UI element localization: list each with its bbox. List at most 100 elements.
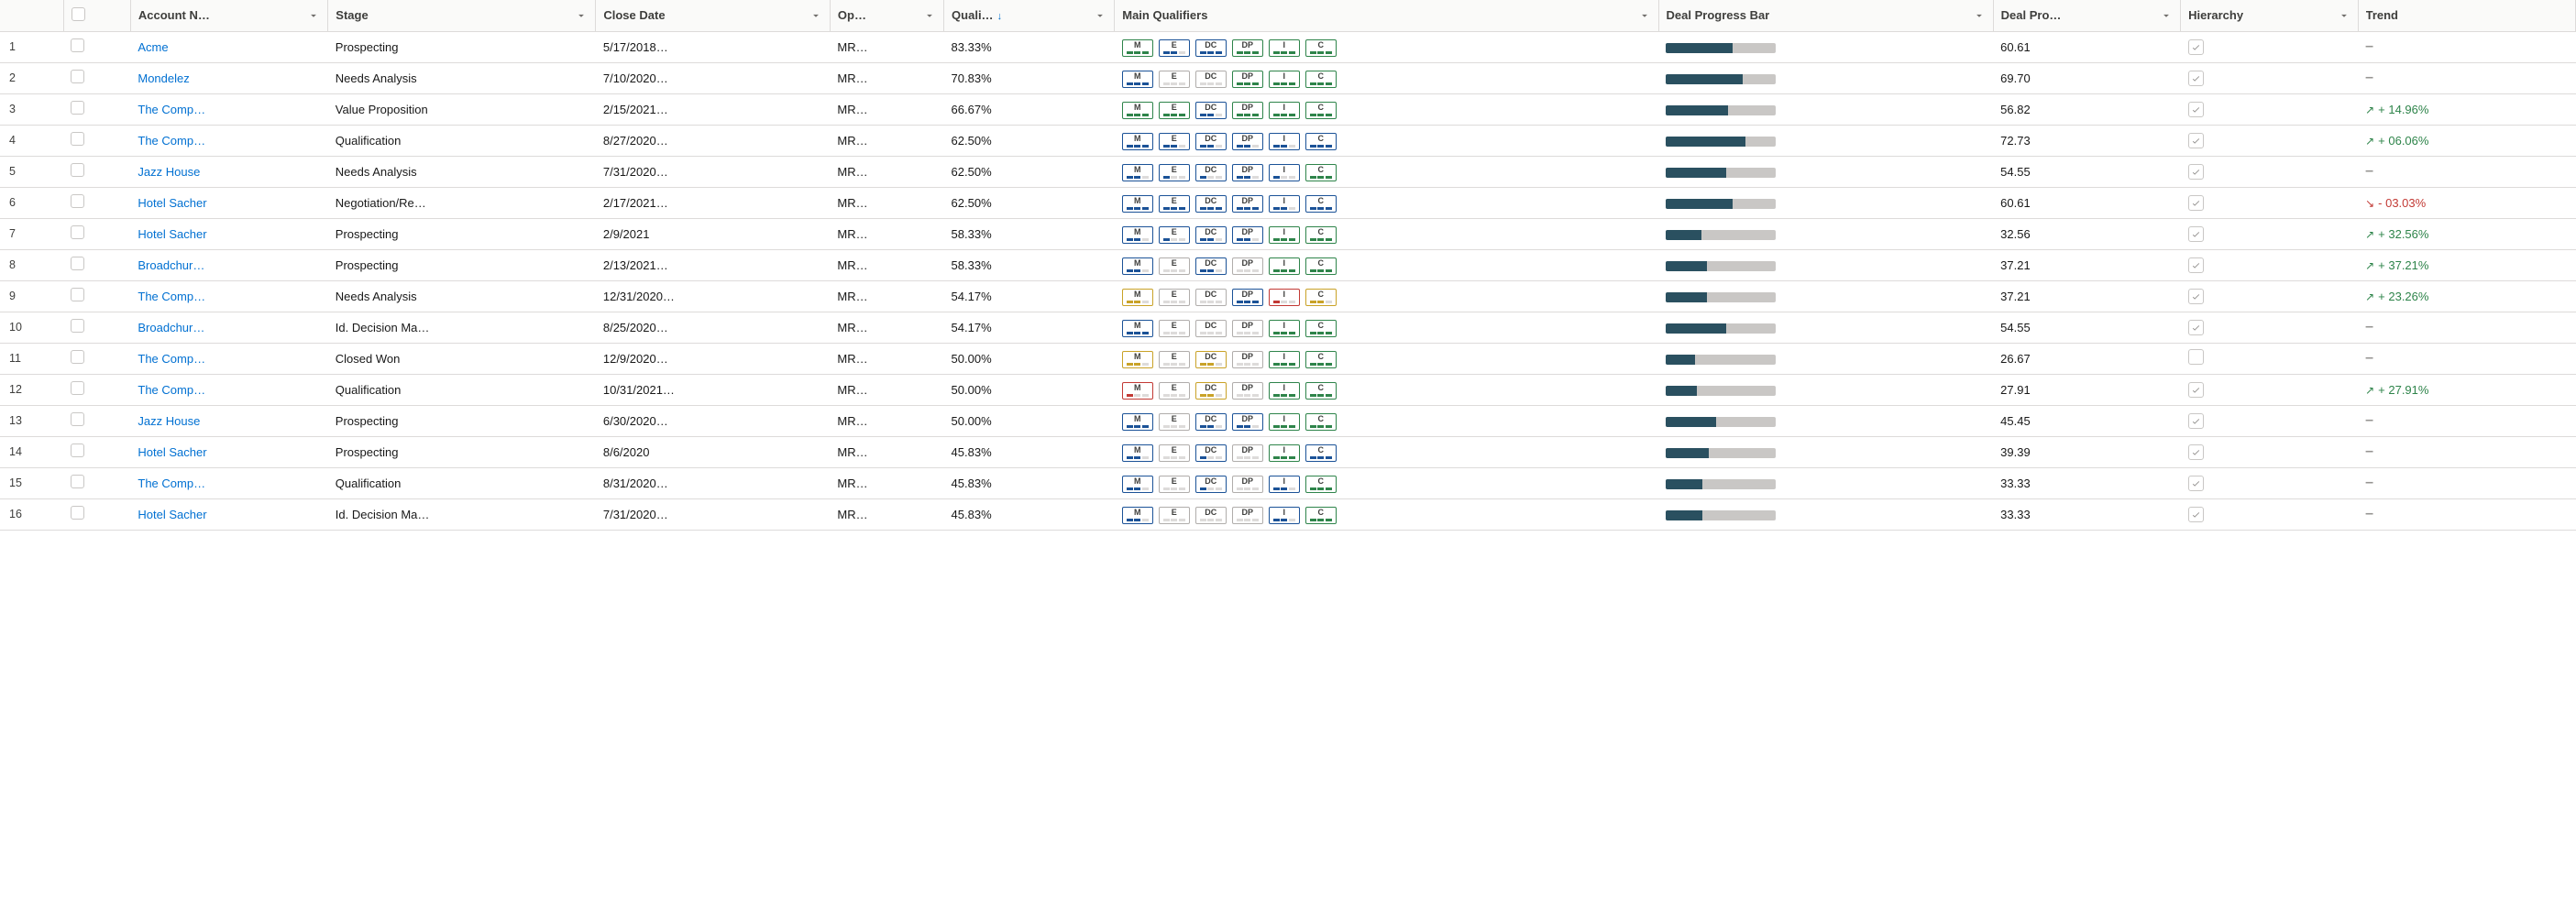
qualifier-pill-dc[interactable]: DC (1195, 507, 1227, 524)
qualifier-pill-e[interactable]: E (1159, 476, 1190, 493)
account-link[interactable]: The Comp… (138, 383, 205, 397)
qualifier-pill-i[interactable]: I (1269, 289, 1300, 306)
account-link[interactable]: The Comp… (138, 134, 205, 148)
qualifier-pill-e[interactable]: E (1159, 507, 1190, 524)
hierarchy-checkbox[interactable] (2188, 102, 2204, 117)
qualifier-pill-dc[interactable]: DC (1195, 382, 1227, 400)
row-checkbox[interactable] (71, 381, 84, 395)
row-checkbox[interactable] (71, 132, 84, 146)
hierarchy-checkbox[interactable] (2188, 413, 2204, 429)
qualifier-pill-c[interactable]: C (1305, 289, 1337, 306)
qualifier-pill-e[interactable]: E (1159, 382, 1190, 400)
qualifier-pill-dc[interactable]: DC (1195, 71, 1227, 88)
row-checkbox-cell[interactable] (63, 249, 130, 280)
hierarchy-checkbox[interactable] (2188, 507, 2204, 522)
chevron-down-icon[interactable] (809, 9, 822, 22)
qualifier-pill-dc[interactable]: DC (1195, 226, 1227, 244)
qualifier-pill-e[interactable]: E (1159, 164, 1190, 181)
col-header-stage[interactable]: Stage (328, 0, 596, 31)
qualifier-pill-i[interactable]: I (1269, 164, 1300, 181)
qualifier-pill-i[interactable]: I (1269, 226, 1300, 244)
qualifier-pill-m[interactable]: M (1122, 289, 1153, 306)
qualifier-pill-i[interactable]: I (1269, 102, 1300, 119)
qualifier-pill-m[interactable]: M (1122, 102, 1153, 119)
qualifier-pill-dc[interactable]: DC (1195, 195, 1227, 213)
qualifier-pill-m[interactable]: M (1122, 71, 1153, 88)
qualifier-pill-c[interactable]: C (1305, 507, 1337, 524)
qualifier-pill-e[interactable]: E (1159, 351, 1190, 368)
chevron-down-icon[interactable] (2160, 9, 2173, 22)
row-checkbox[interactable] (71, 101, 84, 115)
qualifier-pill-e[interactable]: E (1159, 320, 1190, 337)
row-checkbox-cell[interactable] (63, 93, 130, 125)
qualifier-pill-dp[interactable]: DP (1232, 102, 1263, 119)
qualifier-pill-c[interactable]: C (1305, 226, 1337, 244)
qualifier-pill-dc[interactable]: DC (1195, 39, 1227, 57)
qualifier-pill-dc[interactable]: DC (1195, 133, 1227, 150)
qualifier-pill-m[interactable]: M (1122, 226, 1153, 244)
qualifier-pill-m[interactable]: M (1122, 382, 1153, 400)
qualifier-pill-dp[interactable]: DP (1232, 320, 1263, 337)
qualifier-pill-c[interactable]: C (1305, 351, 1337, 368)
row-checkbox-cell[interactable] (63, 31, 130, 62)
row-checkbox-cell[interactable] (63, 62, 130, 93)
qualifier-pill-dp[interactable]: DP (1232, 507, 1263, 524)
qualifier-pill-m[interactable]: M (1122, 476, 1153, 493)
account-link[interactable]: Broadchur… (138, 321, 204, 334)
qualifier-pill-i[interactable]: I (1269, 507, 1300, 524)
row-checkbox-cell[interactable] (63, 405, 130, 436)
qualifier-pill-c[interactable]: C (1305, 102, 1337, 119)
hierarchy-checkbox[interactable] (2188, 320, 2204, 335)
account-link[interactable]: Hotel Sacher (138, 508, 206, 521)
qualifier-pill-dp[interactable]: DP (1232, 351, 1263, 368)
qualifier-pill-c[interactable]: C (1305, 476, 1337, 493)
qualifier-pill-e[interactable]: E (1159, 39, 1190, 57)
qualifier-pill-dp[interactable]: DP (1232, 226, 1263, 244)
row-checkbox-cell[interactable] (63, 187, 130, 218)
qualifier-pill-dp[interactable]: DP (1232, 382, 1263, 400)
qualifier-pill-m[interactable]: M (1122, 413, 1153, 431)
row-checkbox[interactable] (71, 38, 84, 52)
row-checkbox[interactable] (71, 412, 84, 426)
qualifier-pill-c[interactable]: C (1305, 257, 1337, 275)
col-header-checkbox[interactable] (63, 0, 130, 31)
account-link[interactable]: Jazz House (138, 414, 200, 428)
col-header-op[interactable]: Op… (830, 0, 943, 31)
qualifier-pill-dc[interactable]: DC (1195, 164, 1227, 181)
qualifier-pill-dc[interactable]: DC (1195, 351, 1227, 368)
chevron-down-icon[interactable] (923, 9, 936, 22)
row-checkbox-cell[interactable] (63, 156, 130, 187)
qualifier-pill-dp[interactable]: DP (1232, 413, 1263, 431)
row-checkbox[interactable] (71, 506, 84, 520)
qualifier-pill-m[interactable]: M (1122, 320, 1153, 337)
qualifier-pill-e[interactable]: E (1159, 71, 1190, 88)
hierarchy-checkbox[interactable] (2188, 349, 2204, 365)
qualifier-pill-dp[interactable]: DP (1232, 289, 1263, 306)
row-checkbox[interactable] (71, 319, 84, 333)
qualifier-pill-c[interactable]: C (1305, 39, 1337, 57)
row-checkbox[interactable] (71, 70, 84, 83)
qualifier-pill-c[interactable]: C (1305, 444, 1337, 462)
qualifier-pill-m[interactable]: M (1122, 133, 1153, 150)
col-header-hierarchy[interactable]: Hierarchy (2181, 0, 2359, 31)
qualifier-pill-dc[interactable]: DC (1195, 257, 1227, 275)
row-checkbox-cell[interactable] (63, 218, 130, 249)
row-checkbox[interactable] (71, 194, 84, 208)
qualifier-pill-dc[interactable]: DC (1195, 476, 1227, 493)
account-link[interactable]: The Comp… (138, 476, 205, 490)
hierarchy-checkbox[interactable] (2188, 444, 2204, 460)
qualifier-pill-i[interactable]: I (1269, 257, 1300, 275)
qualifier-pill-c[interactable]: C (1305, 164, 1337, 181)
qualifier-pill-c[interactable]: C (1305, 195, 1337, 213)
qualifier-pill-i[interactable]: I (1269, 195, 1300, 213)
chevron-down-icon[interactable] (307, 9, 320, 22)
chevron-down-icon[interactable] (1638, 9, 1651, 22)
qualifier-pill-e[interactable]: E (1159, 226, 1190, 244)
col-header-deal-progress-bar[interactable]: Deal Progress Bar (1658, 0, 1993, 31)
qualifier-pill-i[interactable]: I (1269, 133, 1300, 150)
hierarchy-checkbox[interactable] (2188, 289, 2204, 304)
hierarchy-checkbox[interactable] (2188, 164, 2204, 180)
qualifier-pill-c[interactable]: C (1305, 382, 1337, 400)
account-link[interactable]: Hotel Sacher (138, 196, 206, 210)
account-link[interactable]: The Comp… (138, 352, 205, 366)
